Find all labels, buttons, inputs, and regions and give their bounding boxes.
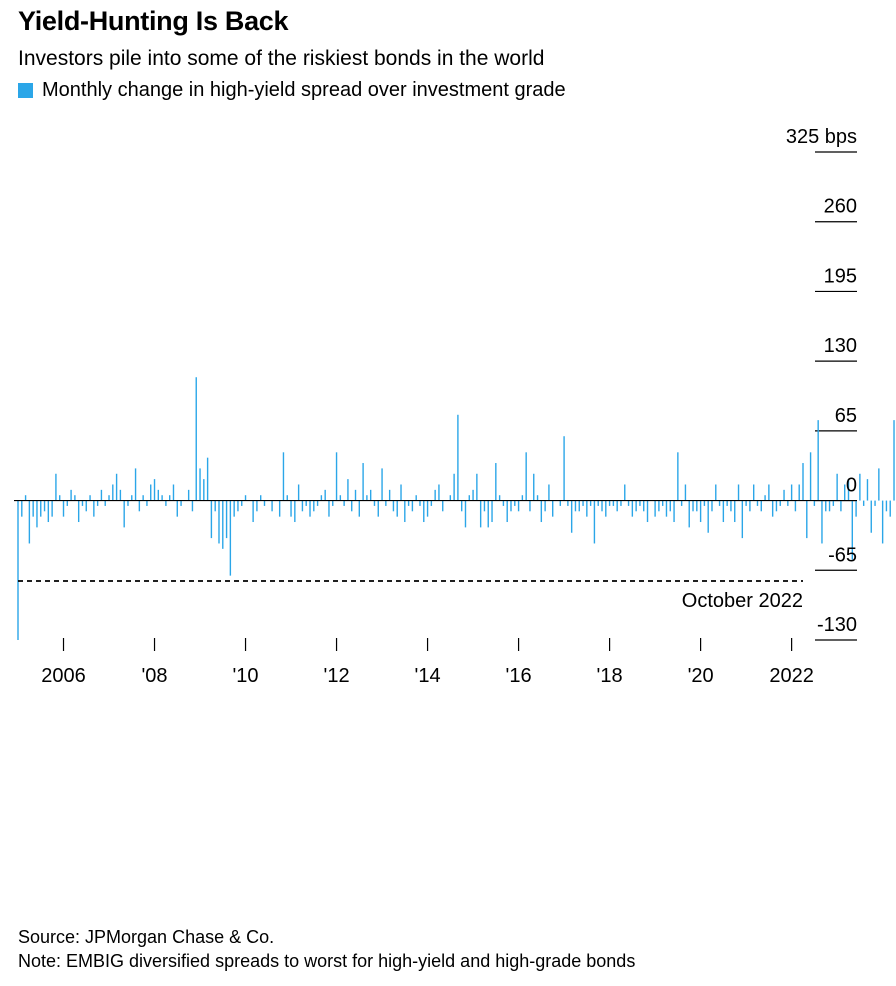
x-tick-label: '16 bbox=[506, 665, 532, 687]
x-tick-label: '20 bbox=[688, 665, 714, 687]
y-tick-label: -130 bbox=[817, 614, 857, 636]
y-tick-label: 130 bbox=[824, 335, 857, 357]
x-tick-label: '08 bbox=[141, 665, 167, 687]
chart-subtitle: Investors pile into some of the riskiest… bbox=[18, 47, 545, 70]
x-tick-label: '14 bbox=[415, 665, 441, 687]
legend-swatch bbox=[18, 83, 33, 98]
legend: Monthly change in high-yield spread over… bbox=[18, 79, 566, 102]
y-tick-label: 195 bbox=[824, 265, 857, 287]
y-tick-label: 0 bbox=[846, 475, 857, 497]
bar-series bbox=[17, 377, 895, 640]
y-tick-label: 325 bps bbox=[786, 126, 857, 148]
y-tick-label: 65 bbox=[835, 405, 857, 427]
source-text: Source: JPMorgan Chase & Co. bbox=[18, 927, 275, 947]
axes: 325 bps 260 195 130 65 0 -65 -130 October 2022 20… bbox=[14, 126, 857, 687]
y-tick-label: 260 bbox=[824, 196, 857, 218]
footer: Source: JPMorgan Chase & Co. Note: EMBIG… bbox=[18, 925, 635, 973]
reference-line-label: October 2022 bbox=[682, 590, 803, 612]
note-text: Note: EMBIG diversified spreads to worst… bbox=[18, 951, 636, 971]
bar-chart: 325 bps 260 195 130 65 0 -65 -130 October 2022 20… bbox=[14, 126, 895, 687]
y-tick-label: -65 bbox=[828, 544, 857, 566]
y-gridlines bbox=[815, 151, 857, 641]
x-tick-label: 2022 bbox=[769, 665, 814, 687]
x-tick-label: '12 bbox=[324, 665, 350, 687]
x-tick-label: '18 bbox=[597, 665, 623, 687]
legend-label: Monthly change in high-yield spread over… bbox=[42, 79, 566, 101]
chart-title: Yield-Hunting Is Back bbox=[18, 6, 289, 36]
x-tick-label: 2006 bbox=[41, 665, 86, 687]
x-tick-label: '10 bbox=[232, 665, 258, 687]
